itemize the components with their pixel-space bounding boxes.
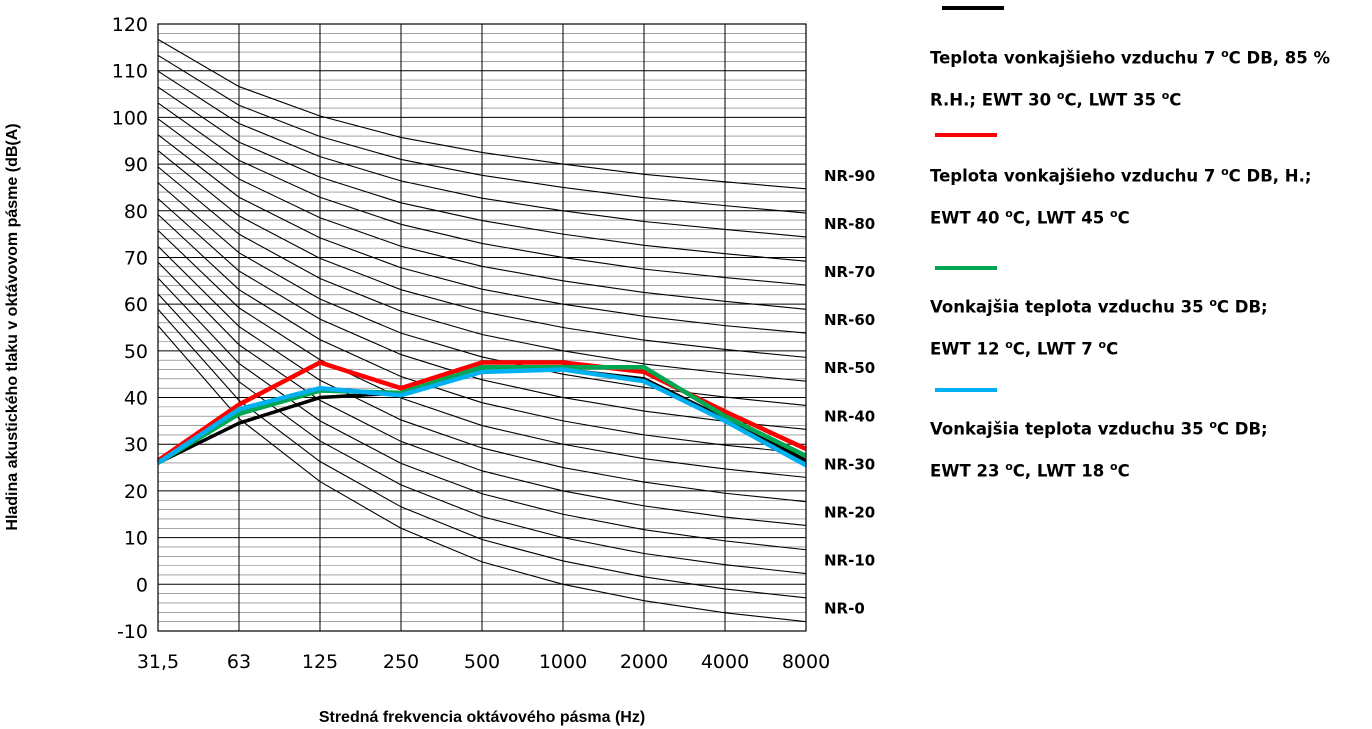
x-tick-label: 8000 [782, 651, 830, 673]
x-tick-label: 4000 [701, 651, 749, 673]
nr-curve [157, 150, 807, 358]
nr-curve [157, 134, 807, 334]
nr-curve [157, 229, 807, 478]
x-tick-label: 250 [383, 651, 419, 673]
x-axis-label: Stredná frekvencia oktávového pásma (Hz) [319, 709, 645, 726]
nr-label: NR-90 [824, 167, 875, 185]
x-tick-label: 2000 [620, 651, 668, 673]
series-line [156, 364, 807, 465]
y-tick-label: 80 [124, 201, 148, 223]
legend-swatch [935, 388, 997, 392]
y-tick-label: 100 [112, 107, 148, 129]
y-axis-label: Hladina akustického tlaku v oktávovom pá… [4, 123, 21, 530]
y-tick-label: 0 [136, 574, 148, 596]
measured-series [156, 360, 808, 468]
nr-curve [157, 86, 807, 262]
legend-swatch [942, 6, 1004, 10]
nr-label: NR-80 [824, 215, 875, 233]
legend-label: Teplota vonkajšieho vzduchu 7 oC DB, 85 … [930, 47, 1331, 109]
nr-curve [157, 38, 807, 190]
nr-curves [157, 38, 807, 623]
nr-curve [157, 198, 807, 430]
nr-curve [157, 277, 807, 551]
nr-label: NR-0 [824, 600, 865, 618]
y-tick-label: 50 [124, 341, 148, 363]
nr-label: NR-60 [824, 311, 875, 329]
legend-label: Vonkajšia teplota vzduchu 35 oC DB; EWT … [930, 296, 1268, 358]
y-tick-label: 60 [124, 294, 148, 316]
series-line [156, 367, 808, 468]
y-axis-ticks: -10 0 10 20 30 40 50 60 70 80 90 100 110 120 [112, 14, 148, 643]
x-tick-label: 63 [227, 651, 251, 673]
y-tick-label: -10 [117, 621, 148, 643]
nr-label: NR-10 [824, 552, 875, 570]
nr-curve [157, 308, 807, 599]
y-tick-label: 30 [124, 434, 148, 456]
legend-label: Vonkajšia teplota vzduchu 35 oC DB; EWT … [930, 418, 1268, 480]
x-tick-label: 125 [302, 651, 338, 673]
nr-curve [157, 245, 807, 503]
y-tick-label: 90 [124, 154, 148, 176]
y-tick-label: 70 [124, 247, 148, 269]
legend-swatch [935, 133, 997, 137]
y-tick-label: 40 [124, 388, 148, 410]
legend-label: Teplota vonkajšieho vzduchu 7 oC DB, H.;… [930, 165, 1312, 227]
nr-curve [157, 214, 807, 455]
y-tick-label: 110 [112, 61, 148, 83]
nr-curve [157, 54, 807, 214]
legend-swatch [935, 266, 997, 270]
plot-frame [157, 23, 807, 632]
nr-label: NR-30 [824, 455, 875, 473]
nr-curve [157, 325, 807, 623]
nr-curve [157, 261, 807, 527]
nr-curve [157, 118, 807, 310]
nr-label: NR-70 [824, 263, 875, 281]
nr-curve [157, 182, 807, 407]
x-tick-label: 500 [464, 651, 500, 673]
nr-curve [157, 70, 807, 238]
nr-curve-labels: NR-0 NR-10 NR-20 NR-30 NR-40 NR-50 NR-60 NR-70 N… [824, 167, 875, 618]
x-axis-ticks: 31,5 63 125 250 500 1000 2000 4000 8000 [137, 651, 830, 673]
nr-label: NR-40 [824, 407, 875, 425]
y-tick-label: 120 [112, 14, 148, 36]
nr-curve [157, 166, 807, 382]
x-tick-label: 31,5 [137, 651, 179, 673]
y-tick-label: 10 [124, 528, 148, 550]
nr-label: NR-50 [824, 359, 875, 377]
x-tick-label: 1000 [539, 651, 587, 673]
nr-label: NR-20 [824, 503, 875, 521]
y-tick-label: 20 [124, 481, 148, 503]
nr-curve [157, 102, 807, 286]
